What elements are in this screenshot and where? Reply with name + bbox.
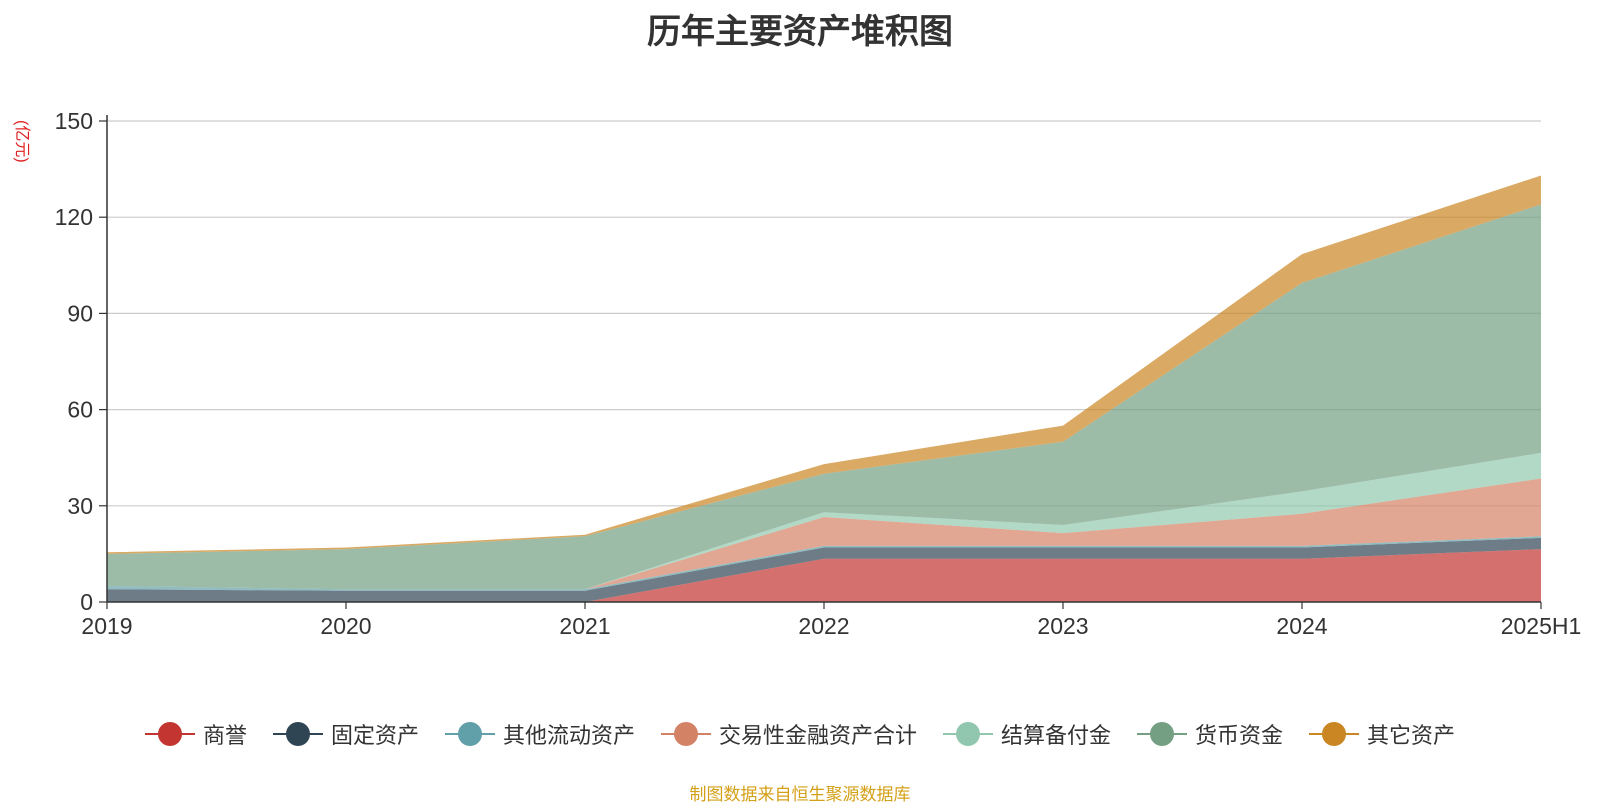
legend-item[interactable]: 固定资产 bbox=[272, 718, 419, 750]
legend-item[interactable]: 商誉 bbox=[144, 718, 247, 750]
legend-dot bbox=[157, 722, 182, 746]
legend: 商誉 固定资产 其他流动资产 交易性金融资产合计 结算备付金 货币资金 其它资产 bbox=[0, 718, 1600, 750]
legend-label: 其它资产 bbox=[1367, 723, 1456, 748]
y-tick-label: 120 bbox=[55, 204, 93, 230]
x-tick-label: 2019 bbox=[81, 613, 132, 639]
legend-label: 交易性金融资产合计 bbox=[718, 723, 917, 748]
area-series-0 bbox=[107, 549, 1541, 602]
area-series bbox=[107, 175, 1541, 602]
area-series-1 bbox=[107, 537, 1541, 602]
y-tick-label: 150 bbox=[55, 108, 93, 134]
legend-label: 结算备付金 bbox=[1001, 723, 1112, 748]
legend-swatch bbox=[1137, 722, 1188, 746]
legend-dot bbox=[956, 722, 980, 746]
legend-swatch bbox=[144, 722, 195, 746]
area-series-2 bbox=[107, 536, 1541, 591]
legend-dot bbox=[673, 722, 698, 746]
area-series-3 bbox=[107, 478, 1541, 590]
legend-swatch bbox=[444, 722, 495, 746]
legend-swatch bbox=[660, 722, 711, 746]
legend-swatch bbox=[943, 722, 993, 746]
y-axis-ticks: 0 30 60 90 120 150 bbox=[55, 108, 107, 615]
legend-item[interactable]: 交易性金融资产合计 bbox=[660, 718, 917, 750]
legend-label: 商誉 bbox=[202, 723, 247, 748]
y-tick-label: 30 bbox=[67, 493, 93, 519]
chart-title: 历年主要资产堆积图 bbox=[647, 13, 953, 51]
x-tick-label: 2020 bbox=[320, 613, 371, 639]
y-tick-label: 90 bbox=[67, 300, 93, 326]
x-tick-label: 2023 bbox=[1037, 613, 1088, 639]
x-tick-label: 2022 bbox=[798, 613, 849, 639]
legend-dot bbox=[1322, 722, 1347, 746]
data-source-note: 制图数据来自恒生聚源数据库 bbox=[689, 785, 911, 804]
legend-dot bbox=[457, 722, 482, 746]
x-tick-label: 2024 bbox=[1276, 613, 1327, 639]
legend-dot bbox=[285, 722, 310, 746]
legend-swatch bbox=[272, 722, 323, 746]
area-series-5 bbox=[107, 204, 1541, 590]
y-tick-label: 60 bbox=[67, 397, 93, 423]
y-tick-label: 0 bbox=[80, 589, 93, 615]
legend-item[interactable]: 其它资产 bbox=[1309, 718, 1455, 750]
legend-item[interactable]: 其他流动资产 bbox=[444, 718, 635, 750]
legend-label: 货币资金 bbox=[1195, 723, 1284, 748]
x-axis-ticks: 2019 2020 2021 2022 2023 2024 2025H1 bbox=[81, 602, 1581, 639]
legend-label: 其他流动资产 bbox=[502, 723, 635, 748]
legend-label: 固定资产 bbox=[330, 723, 419, 748]
legend-dot bbox=[1150, 722, 1175, 746]
legend-swatch bbox=[1309, 722, 1360, 746]
x-tick-label: 2021 bbox=[559, 613, 610, 639]
legend-item[interactable]: 货币资金 bbox=[1137, 718, 1283, 750]
x-tick-label: 2025H1 bbox=[1501, 613, 1582, 639]
legend-item[interactable]: 结算备付金 bbox=[943, 718, 1111, 750]
